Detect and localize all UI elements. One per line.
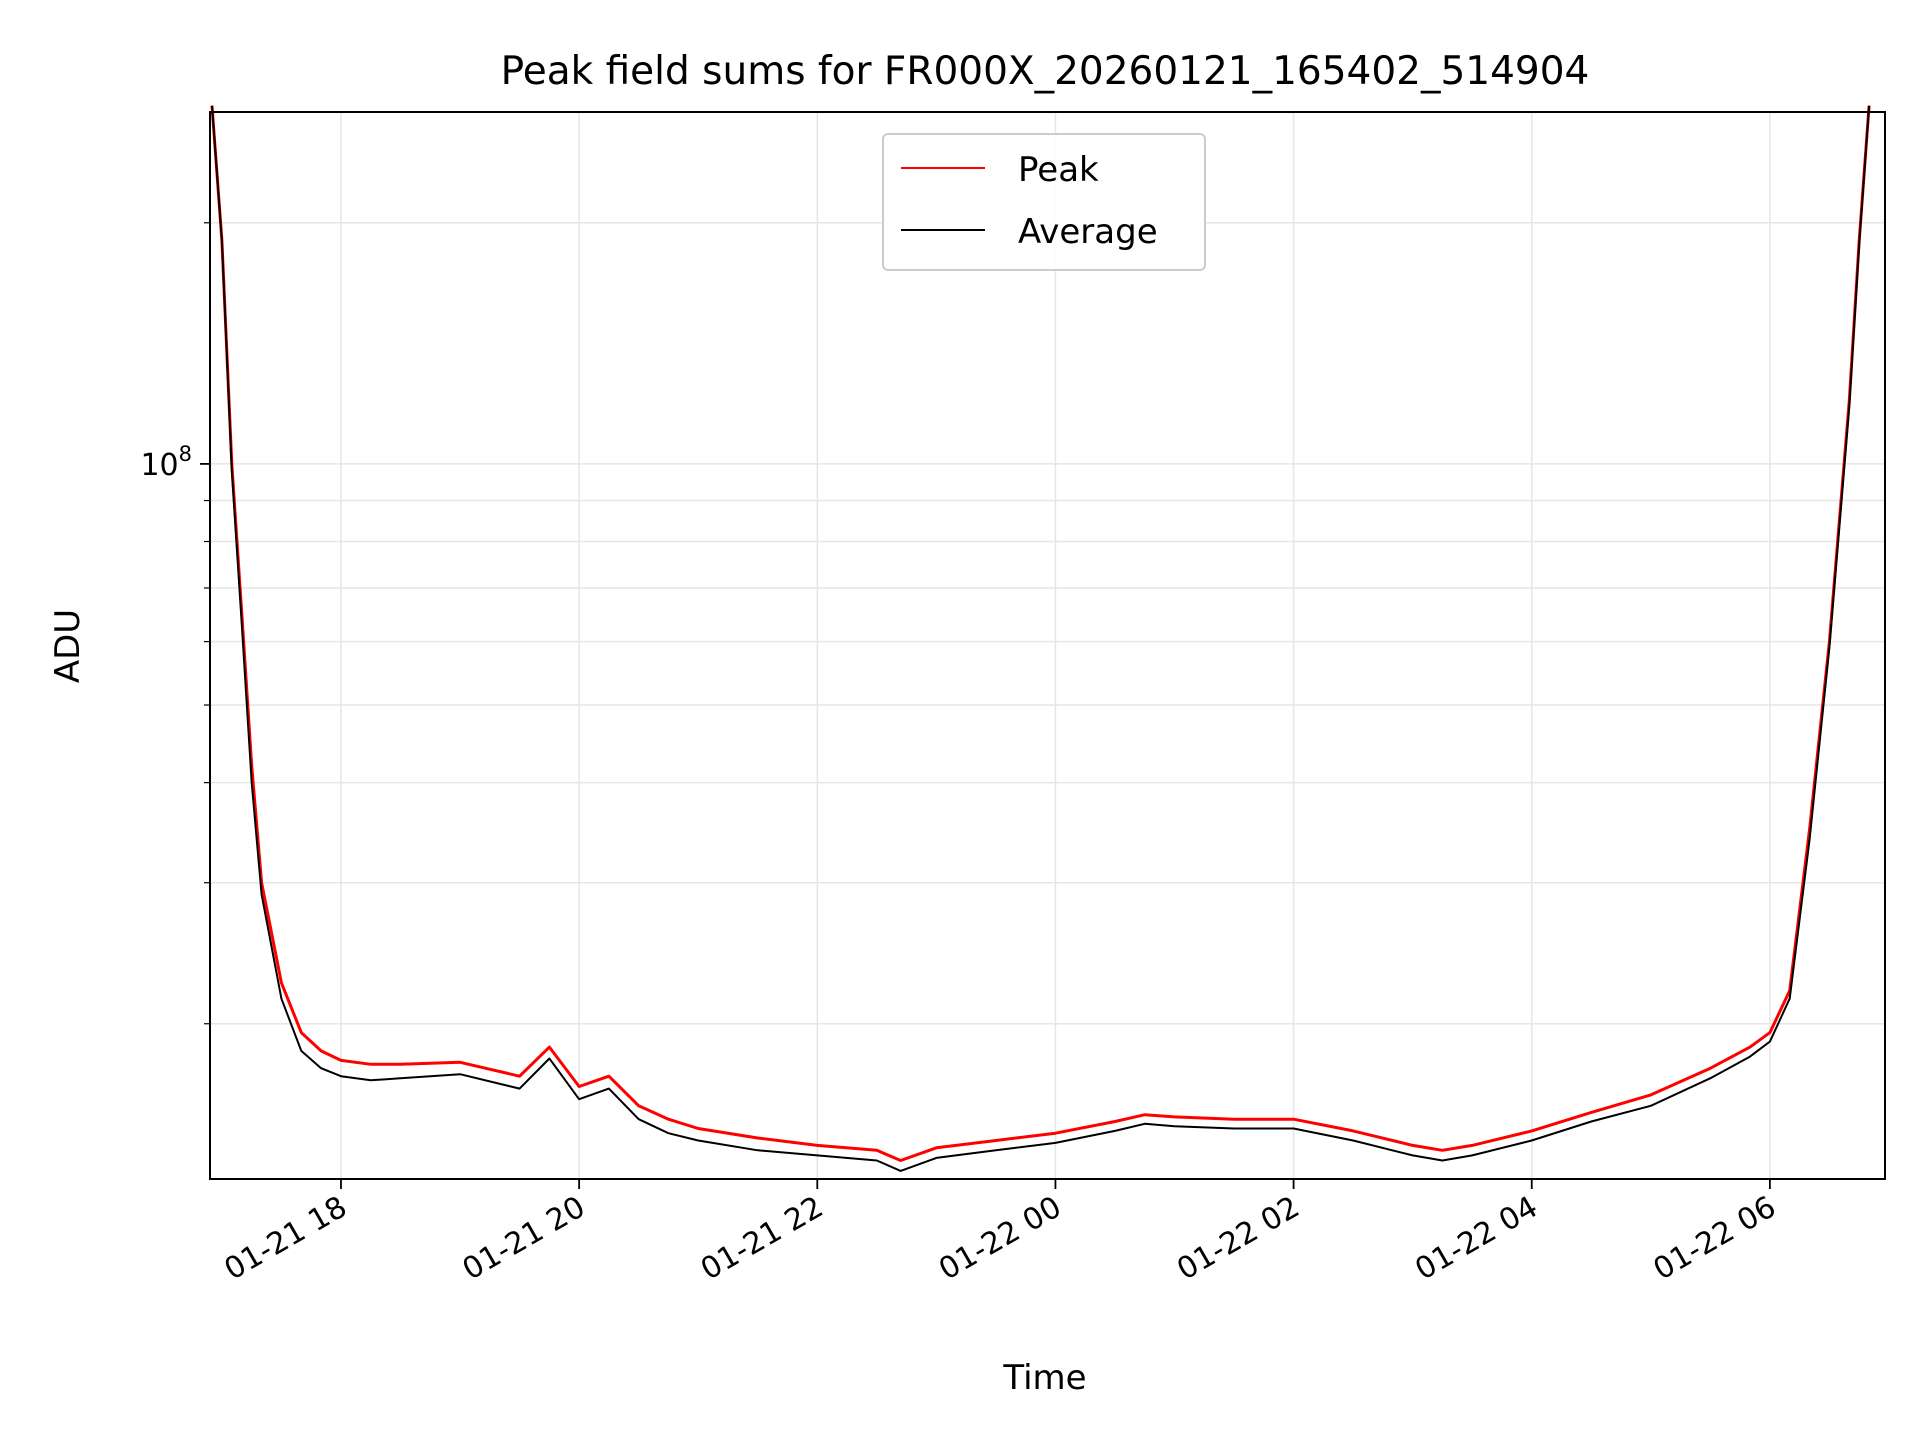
plot-series [210,105,1871,1172]
y-axis-label: ADU [48,609,88,683]
plot-frame [209,111,1886,1180]
series-line-peak [210,105,1871,1162]
legend-label-average: Average [1018,212,1158,252]
y-tick-label: 108 [140,442,192,483]
legend: Peak Average [882,133,1206,271]
x-axis-label: Time [1002,1358,1086,1398]
chart-title: Peak field sums for FR000X_20260121_1654… [501,49,1590,94]
series-line-average [211,105,1871,1172]
legend-label-peak: Peak [1018,150,1099,190]
grid-lines [210,112,1885,1179]
